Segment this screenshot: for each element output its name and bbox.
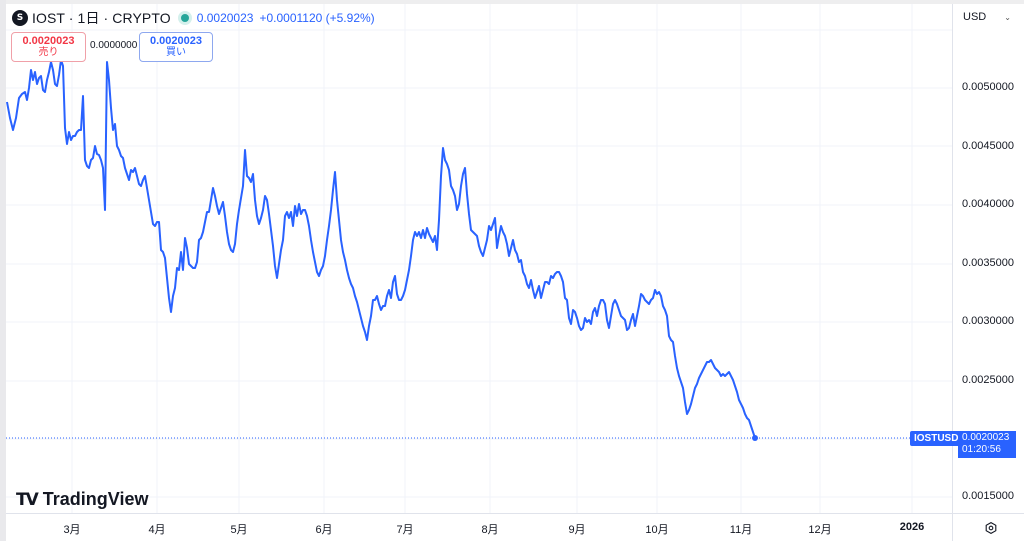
tradingview-wordmark: TradingView [42, 489, 149, 509]
time-tick: 2026 [899, 521, 925, 533]
time-axis-separator [6, 513, 1024, 514]
symbol-title[interactable]: IOST · 1日 · CRYPTO [32, 10, 171, 26]
price-tick: 0.0025000 [962, 374, 1014, 386]
time-tick: 4月 [148, 524, 166, 536]
symbol-legend[interactable]: S IOST · 1日 · CRYPTO 0.0020023 +0.000112… [12, 9, 381, 27]
time-tick: 3月 [63, 524, 81, 536]
chevron-down-icon: ⌄ [1004, 12, 1011, 22]
sell-price: 0.0020023 [22, 35, 75, 47]
time-tick: 7月 [396, 524, 414, 536]
spread-value: 0.0000000 [90, 40, 138, 51]
last-price-dot [752, 435, 758, 441]
iost-logo-icon: S [12, 10, 28, 26]
sell-button[interactable]: 0.0020023 売り [11, 32, 86, 62]
market-status-icon[interactable] [180, 14, 189, 22]
buy-button[interactable]: 0.0020023 買い [139, 32, 213, 62]
top-border [0, 0, 1024, 4]
price-tick: 0.0045000 [962, 140, 1014, 152]
price-tick: 0.0015000 [962, 490, 1014, 502]
time-tick: 11月 [729, 524, 753, 536]
buy-label: 買い [166, 47, 186, 58]
time-tick: 5月 [230, 524, 248, 536]
sell-label: 売り [38, 47, 59, 58]
tradingview-logo-icon: TV [16, 489, 39, 510]
price-tick: 0.0035000 [962, 257, 1014, 269]
time-tick: 9月 [568, 524, 586, 536]
price-tick: 0.0030000 [962, 315, 1014, 327]
price-axis-separator [952, 4, 953, 541]
time-tick: 8月 [481, 524, 499, 536]
price-series-line [6, 59, 756, 439]
currency-label: USD [963, 11, 987, 23]
tradingview-logo[interactable]: TV TradingView [16, 489, 148, 510]
bar-countdown: 01:20:56 [962, 444, 1001, 455]
left-border [0, 0, 6, 541]
price-tick: 0.0050000 [962, 81, 1014, 93]
legend-change: +0.0001120 (+5.92%) [259, 11, 375, 25]
buy-price: 0.0020023 [150, 35, 202, 47]
legend-last-price: 0.0020023 [196, 11, 254, 25]
time-tick: 6月 [315, 524, 333, 536]
symbol-price-tag: IOSTUSD [910, 431, 963, 446]
time-tick: 12月 [808, 524, 832, 536]
currency-selector[interactable]: USD ⌄ [957, 6, 1017, 28]
last-price-tag: 0.0020023 01:20:56 [958, 431, 1016, 458]
settings-hexagon-icon[interactable] [985, 522, 997, 534]
grid-lines [6, 4, 952, 513]
price-tick: 0.0040000 [962, 198, 1014, 210]
time-tick: 10月 [645, 524, 669, 536]
last-price-value: 0.0020023 [962, 432, 1010, 443]
